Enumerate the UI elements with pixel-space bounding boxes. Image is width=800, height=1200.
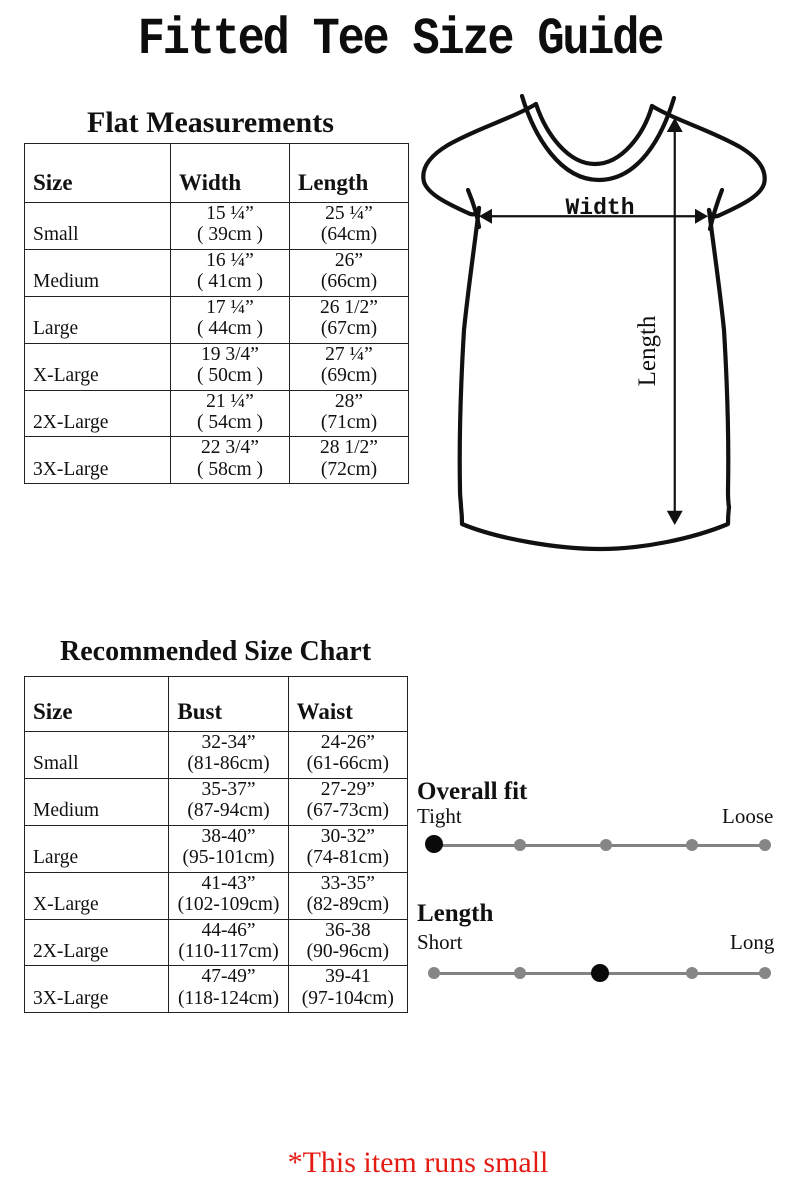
svg-text:Length: Length (634, 315, 661, 386)
svg-text:Width: Width (565, 195, 634, 221)
